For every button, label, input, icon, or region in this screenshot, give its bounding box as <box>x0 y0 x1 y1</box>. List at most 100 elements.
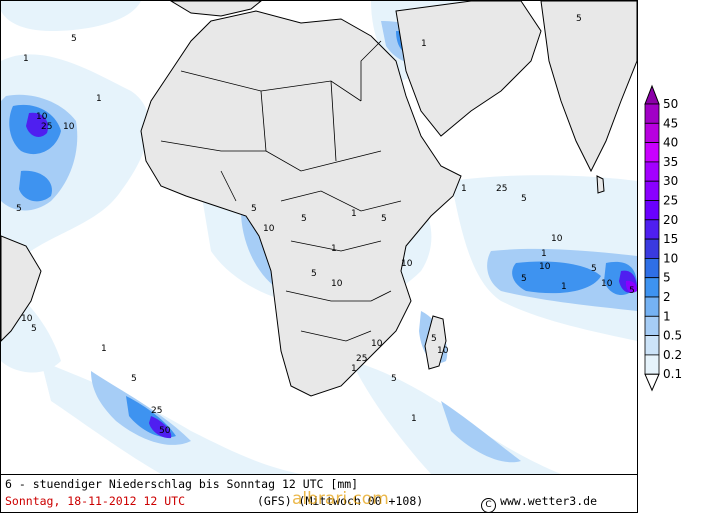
precip-area <box>41 361 301 474</box>
precip-area <box>1 1 141 31</box>
land-layer <box>1 1 637 397</box>
precip-value-label: 10 <box>63 122 75 132</box>
precip-area <box>441 401 521 463</box>
precip-value-label: 1 <box>351 209 357 219</box>
precip-value-label: 5 <box>521 274 527 284</box>
precip-value-label: 5 <box>591 264 597 274</box>
border-line <box>300 330 372 342</box>
legend-level-label: 0.1 <box>663 367 682 381</box>
precip-value-label: 5 <box>381 214 387 224</box>
border-line <box>180 70 362 102</box>
south-america-landmass <box>1 235 42 342</box>
model-info: (GFS) (Mittwoch 00 +108) <box>257 494 424 508</box>
legend-swatch <box>644 238 660 259</box>
legend-level-label: 25 <box>663 194 678 208</box>
precip-value-label: 10 <box>263 224 275 234</box>
madagascar-landmass <box>424 315 447 370</box>
precip-value-label: 1 <box>421 39 427 49</box>
precip-area <box>625 280 637 293</box>
border-line <box>330 80 337 162</box>
precip-legend: 50 45 40 35 30 25 20 15 10 5 2 1 0.5 0.2 0.1 <box>640 84 704 396</box>
legend-swatch <box>644 277 660 298</box>
copyright-icon: C <box>481 498 497 513</box>
precip-area <box>26 112 49 137</box>
precip-value-label: 1 <box>541 249 547 259</box>
precip-value-label: 1 <box>331 244 337 254</box>
precip-area <box>149 416 172 439</box>
precip-value-label: 10 <box>371 339 383 349</box>
legend-swatch <box>644 200 660 221</box>
precip-value-label: 5 <box>251 204 257 214</box>
precip-value-label: 10 <box>401 259 413 269</box>
legend-swatch <box>644 122 660 143</box>
precip-value-label: 1 <box>96 94 102 104</box>
precip-value-label: 10 <box>21 314 33 324</box>
precip-value-label: 5 <box>16 204 22 214</box>
precip-value-label: 25 <box>496 184 507 194</box>
credit-url: www.wetter3.de <box>500 494 597 508</box>
precip-value-label: 10 <box>36 112 48 122</box>
precip-value-label: 5 <box>131 374 137 384</box>
country-borders <box>160 40 402 342</box>
legend-level-label: 35 <box>663 155 678 169</box>
legend-level-label: 30 <box>663 174 678 188</box>
arabia-landmass <box>395 1 542 137</box>
legend-arrow-top <box>644 84 660 105</box>
precip-value-label: 5 <box>576 14 582 24</box>
precip-value-label: 5 <box>629 286 635 296</box>
border-line <box>360 40 382 101</box>
precip-value-label: 1 <box>561 282 567 292</box>
precip-value-label: 10 <box>437 346 449 356</box>
border-line <box>220 170 237 202</box>
legend-level-label: 10 <box>663 251 678 265</box>
precip-value-label: 10 <box>539 262 551 272</box>
precip-value-label: 5 <box>311 269 317 279</box>
legend-colorbar: 50 45 40 35 30 25 20 15 10 5 2 1 0.5 0.2 0.1 <box>644 84 682 392</box>
precip-value-label: 1 <box>351 364 357 374</box>
legend-level-label: 2 <box>663 290 671 304</box>
legend-arrow-bottom <box>644 373 660 392</box>
legend-swatch <box>644 180 660 201</box>
legend-swatch <box>644 161 660 182</box>
precip-value-label: 25 <box>151 406 162 416</box>
weather-map: 1 5 10 25 10 5 1 5 10 5 1 5 10 1 5 10 5 1 5 10 25 50 5 1 10 5 1 25 1… <box>0 0 638 475</box>
precip-value-label: 5 <box>71 34 77 44</box>
legend-swatch <box>644 315 660 337</box>
europe-landmass <box>170 1 262 17</box>
precip-value-label: 1 <box>461 184 467 194</box>
precip-value-label: 1 <box>101 344 107 354</box>
map-caption: 6 - stuendiger Niederschlag bis Sonntag … <box>0 475 638 513</box>
border-line <box>280 190 402 212</box>
legend-level-label: 15 <box>663 232 678 246</box>
border-line <box>290 240 382 252</box>
precip-value-label: 50 <box>159 426 171 436</box>
legend-level-label: 5 <box>663 271 671 285</box>
precip-value-label: 5 <box>301 214 307 224</box>
precip-value-label: 25 <box>356 354 367 364</box>
watermark: albrari.com <box>292 489 389 509</box>
precip-value-label: 25 <box>41 122 52 132</box>
legend-swatch <box>644 103 660 124</box>
legend-swatch <box>644 257 660 279</box>
precip-value-label: 10 <box>601 279 613 289</box>
legend-level-label: 50 <box>663 97 678 111</box>
precip-value-label: 5 <box>391 374 397 384</box>
precip-value-label: 5 <box>31 324 37 334</box>
precip-value-label: 10 <box>551 234 563 244</box>
legend-swatch <box>644 142 660 163</box>
legend-swatch <box>644 354 660 375</box>
legend-level-label: 40 <box>663 136 678 150</box>
africa-landmass <box>140 10 462 397</box>
india-landmass <box>540 1 637 173</box>
border-line <box>285 290 392 302</box>
border-line <box>160 140 266 152</box>
precip-value-label: 10 <box>331 279 343 289</box>
precip-area <box>19 170 52 202</box>
legend-swatch <box>644 219 660 240</box>
legend-level-label: 1 <box>663 309 671 323</box>
legend-level-label: 45 <box>663 116 678 130</box>
valid-time: Sonntag, 18-11-2012 12 UTC <box>5 494 186 508</box>
